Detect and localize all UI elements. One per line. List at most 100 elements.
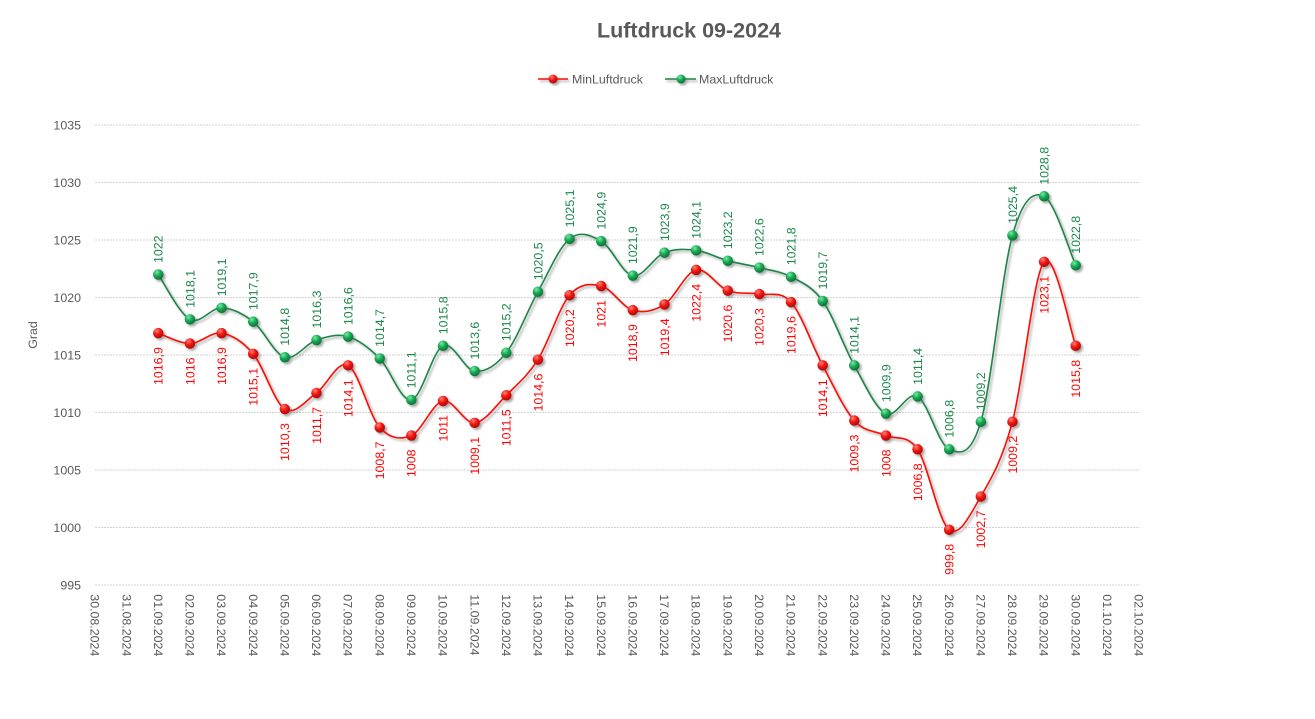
svg-text:28.09.2024: 28.09.2024: [1005, 594, 1019, 656]
svg-text:1035: 1035: [53, 119, 81, 133]
svg-text:1014,1: 1014,1: [816, 379, 830, 417]
svg-text:1024,9: 1024,9: [595, 192, 609, 230]
svg-text:MinLuftdruck: MinLuftdruck: [572, 72, 644, 86]
svg-text:1016,3: 1016,3: [310, 291, 324, 329]
svg-text:17.09.2024: 17.09.2024: [657, 594, 671, 656]
svg-text:1011,4: 1011,4: [911, 348, 925, 385]
svg-text:1015,8: 1015,8: [436, 296, 450, 334]
svg-text:16.09.2024: 16.09.2024: [625, 594, 639, 656]
svg-text:12.09.2024: 12.09.2024: [499, 594, 513, 656]
svg-text:1020,5: 1020,5: [531, 242, 545, 280]
svg-text:1022,8: 1022,8: [1069, 216, 1083, 254]
svg-text:Luftdruck 09-2024: Luftdruck 09-2024: [597, 19, 781, 43]
svg-text:1016,9: 1016,9: [215, 347, 229, 385]
svg-text:1008: 1008: [405, 449, 419, 477]
svg-text:1019,7: 1019,7: [816, 251, 830, 289]
svg-text:1005: 1005: [53, 464, 81, 478]
svg-text:1015: 1015: [53, 349, 81, 363]
svg-text:25.09.2024: 25.09.2024: [910, 594, 924, 656]
svg-text:1009,3: 1009,3: [848, 434, 862, 472]
svg-text:03.09.2024: 03.09.2024: [214, 594, 228, 656]
svg-text:01.10.2024: 01.10.2024: [1100, 594, 1114, 656]
svg-text:1016,6: 1016,6: [341, 287, 355, 325]
svg-text:1025,1: 1025,1: [563, 189, 577, 227]
svg-text:1021,9: 1021,9: [626, 226, 640, 264]
svg-text:21.09.2024: 21.09.2024: [784, 594, 798, 656]
svg-text:23.09.2024: 23.09.2024: [847, 594, 861, 656]
svg-text:1011: 1011: [436, 415, 450, 442]
svg-text:1009,9: 1009,9: [879, 364, 893, 402]
svg-text:1014,7: 1014,7: [373, 309, 387, 347]
svg-text:1014,1: 1014,1: [848, 316, 862, 354]
svg-text:1020,2: 1020,2: [563, 309, 577, 347]
svg-text:1015,1: 1015,1: [247, 368, 261, 406]
svg-text:01.09.2024: 01.09.2024: [151, 594, 165, 656]
svg-text:18.09.2024: 18.09.2024: [689, 594, 703, 656]
svg-text:30.08.2024: 30.08.2024: [88, 594, 102, 656]
svg-text:1014,6: 1014,6: [531, 373, 545, 411]
svg-text:11.09.2024: 11.09.2024: [467, 594, 481, 655]
svg-text:999,8: 999,8: [943, 544, 957, 575]
svg-text:1020,3: 1020,3: [753, 308, 767, 346]
svg-text:07.09.2024: 07.09.2024: [341, 594, 355, 656]
svg-text:1022,4: 1022,4: [689, 284, 703, 322]
svg-text:08.09.2024: 08.09.2024: [372, 594, 386, 656]
svg-text:14.09.2024: 14.09.2024: [562, 594, 576, 656]
svg-text:1013,6: 1013,6: [468, 322, 482, 360]
svg-text:1028,8: 1028,8: [1037, 147, 1051, 185]
svg-text:1014,8: 1014,8: [278, 308, 292, 346]
svg-text:1020,6: 1020,6: [721, 304, 735, 342]
svg-text:1011,7: 1011,7: [310, 407, 324, 444]
svg-text:04.09.2024: 04.09.2024: [246, 594, 260, 656]
svg-text:1023,2: 1023,2: [721, 211, 735, 249]
svg-text:1008: 1008: [879, 449, 893, 477]
svg-text:1021,8: 1021,8: [784, 227, 798, 265]
svg-text:1025: 1025: [53, 234, 81, 248]
svg-text:24.09.2024: 24.09.2024: [879, 594, 893, 656]
svg-text:1009,2: 1009,2: [974, 372, 988, 410]
svg-text:1017,9: 1017,9: [247, 272, 261, 310]
svg-text:1015,2: 1015,2: [500, 303, 514, 341]
svg-text:1025,4: 1025,4: [1006, 186, 1020, 224]
svg-text:1006,8: 1006,8: [943, 400, 957, 438]
svg-text:1021: 1021: [595, 300, 609, 328]
svg-text:1011,5: 1011,5: [500, 409, 514, 446]
svg-text:1030: 1030: [53, 176, 81, 190]
svg-text:15.09.2024: 15.09.2024: [594, 594, 608, 656]
svg-text:22.09.2024: 22.09.2024: [815, 594, 829, 656]
svg-text:1010: 1010: [53, 406, 81, 420]
svg-text:29.09.2024: 29.09.2024: [1037, 594, 1051, 656]
svg-text:1020: 1020: [53, 291, 81, 305]
svg-text:13.09.2024: 13.09.2024: [531, 594, 545, 656]
svg-text:1008,7: 1008,7: [373, 441, 387, 479]
svg-text:1022: 1022: [152, 235, 166, 263]
svg-text:02.09.2024: 02.09.2024: [183, 594, 197, 656]
svg-text:19.09.2024: 19.09.2024: [720, 594, 734, 656]
svg-text:09.09.2024: 09.09.2024: [404, 594, 418, 656]
svg-text:06.09.2024: 06.09.2024: [309, 594, 323, 656]
svg-text:30.09.2024: 30.09.2024: [1068, 594, 1082, 656]
svg-text:27.09.2024: 27.09.2024: [973, 594, 987, 656]
svg-text:1018,9: 1018,9: [626, 324, 640, 362]
svg-text:1015,8: 1015,8: [1069, 360, 1083, 398]
svg-text:26.09.2024: 26.09.2024: [942, 594, 956, 656]
svg-text:1011,1: 1011,1: [405, 351, 419, 388]
svg-text:1019,6: 1019,6: [784, 316, 798, 354]
svg-text:1016: 1016: [183, 357, 197, 385]
svg-text:1019,4: 1019,4: [658, 318, 672, 356]
svg-text:1024,1: 1024,1: [689, 201, 703, 239]
svg-text:1014,1: 1014,1: [341, 379, 355, 417]
svg-text:995: 995: [60, 579, 81, 593]
svg-text:1023,1: 1023,1: [1037, 276, 1051, 314]
svg-text:1000: 1000: [53, 521, 81, 535]
svg-text:MaxLuftdruck: MaxLuftdruck: [699, 72, 774, 86]
svg-text:10.09.2024: 10.09.2024: [436, 594, 450, 656]
svg-text:1016,9: 1016,9: [152, 347, 166, 385]
svg-text:1022,6: 1022,6: [753, 218, 767, 256]
svg-text:20.09.2024: 20.09.2024: [752, 594, 766, 656]
svg-text:1010,3: 1010,3: [278, 423, 292, 461]
svg-text:1006,8: 1006,8: [911, 463, 925, 501]
svg-text:1009,2: 1009,2: [1006, 436, 1020, 474]
svg-text:1018,1: 1018,1: [183, 270, 197, 308]
svg-text:31.08.2024: 31.08.2024: [119, 594, 133, 656]
